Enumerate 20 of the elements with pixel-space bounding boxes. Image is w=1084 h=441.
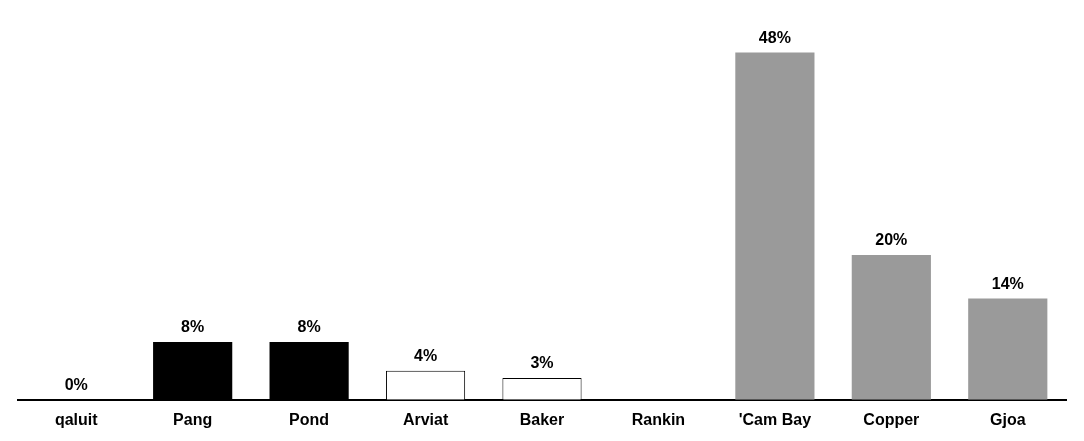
x-tick-label: Copper bbox=[863, 410, 920, 428]
data-label: 48% bbox=[758, 28, 791, 46]
bar bbox=[968, 298, 1048, 400]
x-tick-label: qaluit bbox=[54, 410, 99, 428]
data-label: 8% bbox=[297, 318, 321, 336]
x-tick-label: 'Cam Bay bbox=[738, 410, 812, 428]
x-tick-label: Pond bbox=[289, 410, 330, 428]
x-tick-label: Baker bbox=[519, 410, 565, 428]
bar bbox=[851, 255, 931, 400]
x-tick-label: Pang bbox=[173, 410, 213, 428]
data-label: 20% bbox=[875, 231, 908, 249]
x-tick-label: Gjoa bbox=[990, 410, 1026, 428]
data-label: 0% bbox=[64, 376, 88, 394]
x-tick-label: Arviat bbox=[402, 410, 449, 428]
data-label: 8% bbox=[181, 318, 205, 336]
x-tick-label: Rankin bbox=[631, 410, 686, 428]
data-label: 3% bbox=[530, 354, 554, 372]
data-label: 14% bbox=[991, 274, 1024, 292]
bar bbox=[735, 52, 815, 400]
data-label: 4% bbox=[413, 347, 438, 365]
